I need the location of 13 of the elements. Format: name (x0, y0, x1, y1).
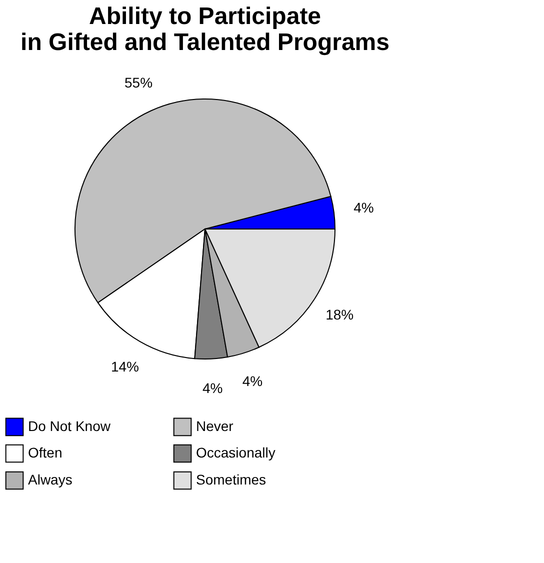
legend-label: Often (28, 444, 62, 460)
data-label: 4% (242, 372, 263, 389)
legend-label: Never (196, 418, 234, 434)
legend-label: Do Not Know (28, 418, 112, 434)
data-label: 18% (326, 306, 354, 323)
chart-title: Ability to Participate in Gifted and Talented Programs (20, 3, 390, 56)
legend-label: Always (28, 472, 72, 488)
data-label: 14% (110, 358, 140, 375)
legend-label: Sometimes (196, 472, 266, 488)
legend-label: Occasionally (196, 444, 276, 460)
data-label: 4% (354, 200, 374, 216)
data-label: 4% (202, 380, 223, 396)
data-label: 55% (124, 74, 153, 90)
